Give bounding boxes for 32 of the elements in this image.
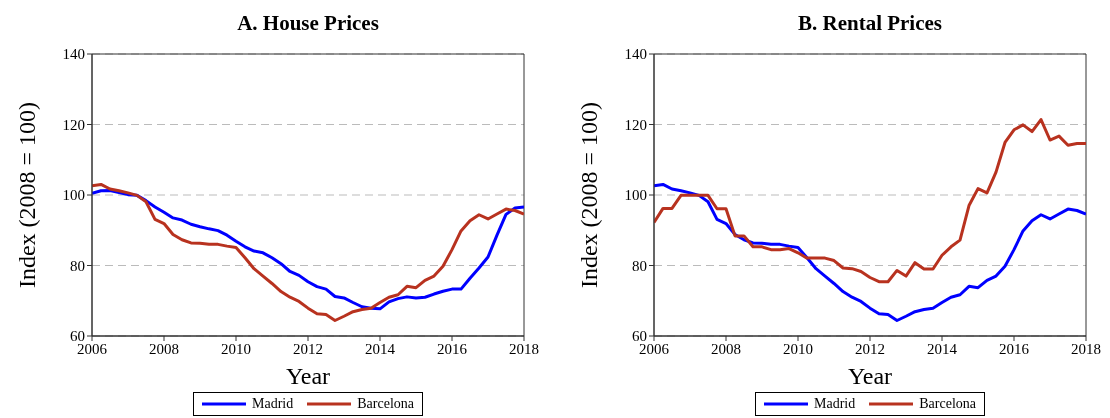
x-tick-label: 2012	[855, 340, 885, 357]
x-tick-label: 2016	[999, 340, 1030, 357]
x-axis-title: Year	[285, 363, 331, 389]
y-tick-label: 80	[632, 257, 647, 274]
legend-label: Barcelona	[357, 396, 414, 412]
x-tick-label: 2018	[509, 340, 539, 357]
y-tick-label: 120	[62, 116, 85, 133]
line-series	[654, 182, 1086, 322]
x-tick-label: 2018	[1071, 340, 1101, 357]
line-series	[654, 118, 1086, 284]
chart-title: A. House Prices	[236, 10, 380, 37]
x-tick-label: 2014	[927, 340, 958, 357]
legend-label: Barcelona	[919, 396, 976, 412]
x-tick-label: 2008	[149, 340, 179, 357]
x-tick-label: 2008	[711, 340, 741, 357]
y-tick-label: 100	[62, 187, 85, 204]
y-tick-label: 120	[624, 116, 647, 133]
legend-label: Madrid	[814, 396, 856, 412]
chart-title: B. Rental Prices	[796, 10, 943, 37]
x-tick-label: 2016	[437, 340, 468, 357]
y-axis-title: Index (2008 = 100)	[13, 101, 40, 289]
x-tick-label: 2010	[783, 340, 813, 357]
y-axis-title: Index (2008 = 100)	[575, 101, 602, 289]
x-tick-label: 2010	[221, 340, 251, 357]
y-tick-label: 100	[624, 187, 647, 204]
x-tick-label: 2012	[293, 340, 323, 357]
x-axis-title: Year	[847, 363, 893, 389]
y-tick-label: 80	[70, 257, 85, 274]
y-tick-label: 140	[624, 46, 647, 63]
legend-label: Madrid	[252, 396, 294, 412]
y-tick-label: 140	[62, 46, 85, 63]
x-tick-label: 2014	[365, 340, 396, 357]
